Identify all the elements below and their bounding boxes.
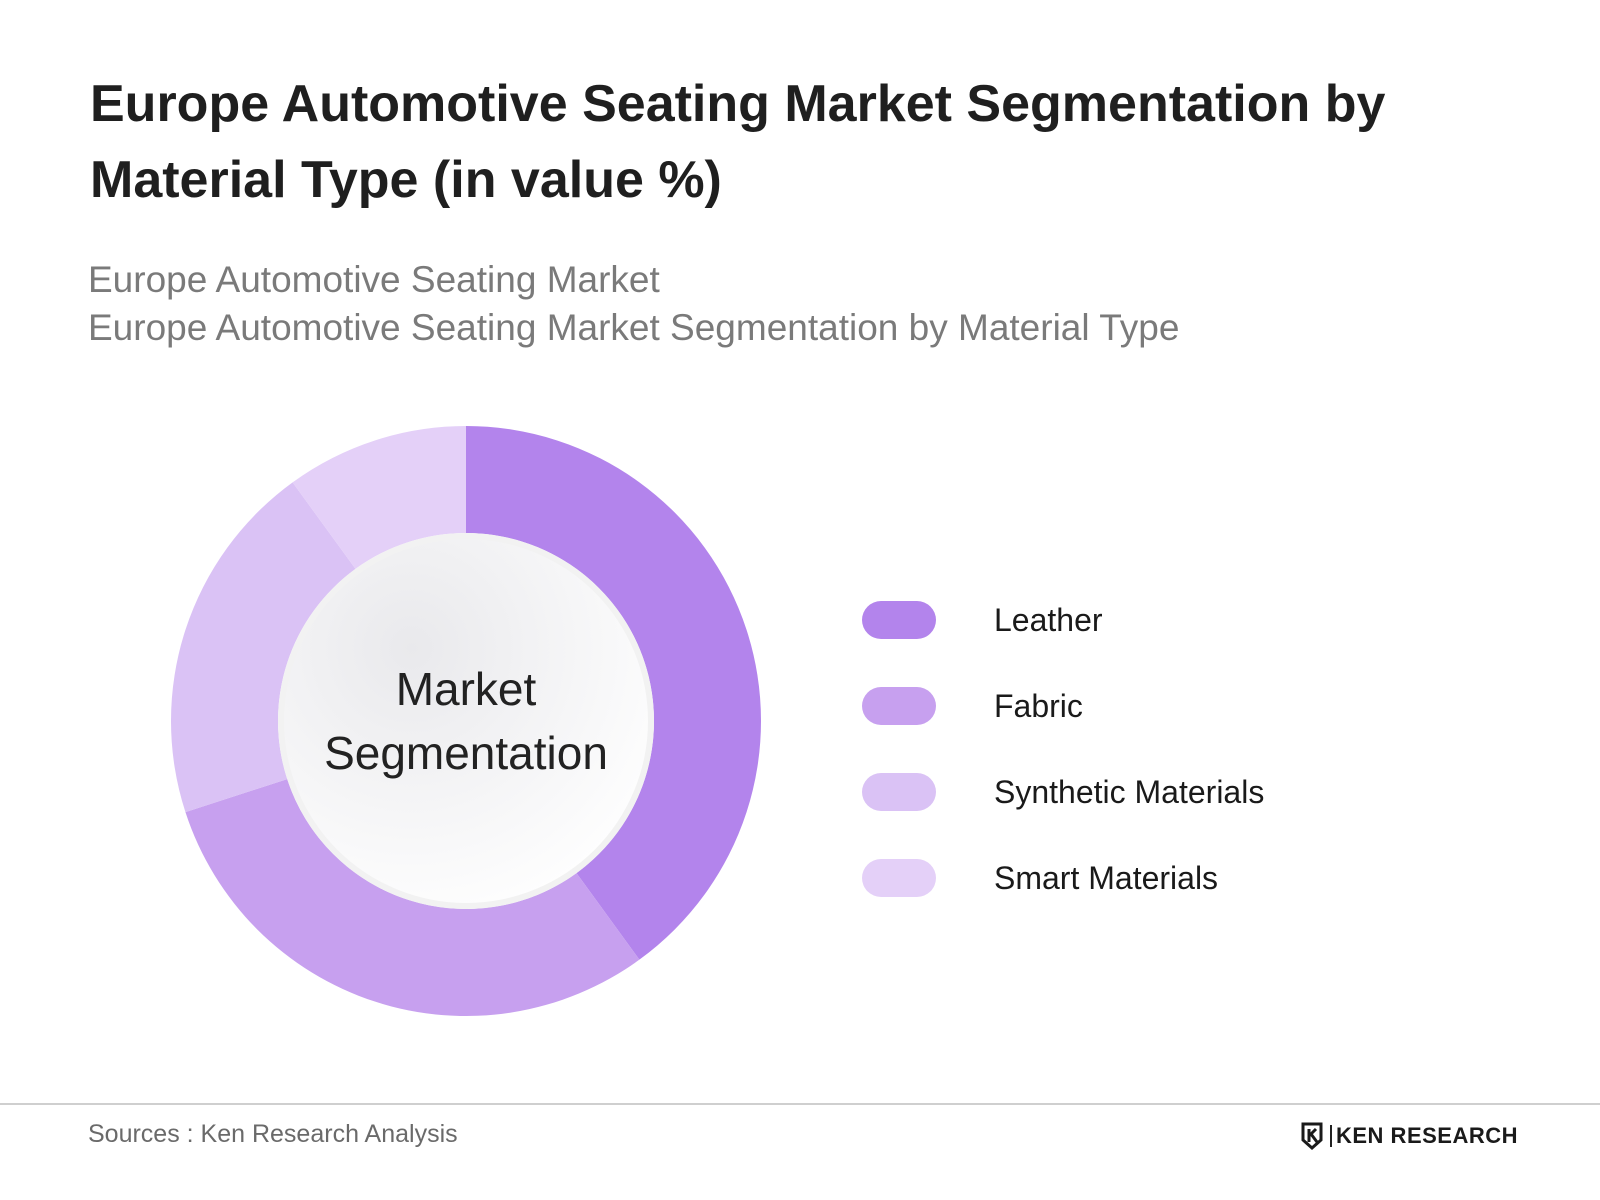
brand-logo: KEN RESEARCH xyxy=(1300,1122,1518,1150)
chart-title: Europe Automotive Seating Market Segment… xyxy=(90,75,1386,209)
center-label: Market Segmentation xyxy=(281,536,651,906)
legend-label: Fabric xyxy=(994,687,1083,724)
source-note: Sources : Ken Research Analysis xyxy=(88,1120,458,1148)
ken-research-logo-icon xyxy=(1301,1122,1323,1150)
legend-label: Smart Materials xyxy=(994,859,1219,896)
legend-label: Leather xyxy=(994,601,1103,638)
legend-item: Fabric xyxy=(862,686,1083,726)
footer-divider xyxy=(0,1103,1600,1105)
subtitle-line-2: Europe Automotive Seating Market Segment… xyxy=(88,307,1180,348)
center-label-line-2: Segmentation xyxy=(324,727,608,779)
legend-label: Synthetic Materials xyxy=(994,773,1265,810)
slice-fabric xyxy=(185,779,640,1017)
subtitle: Europe Automotive Seating Market Europe … xyxy=(88,256,1179,352)
brand-separator xyxy=(1330,1125,1332,1147)
subtitle-line-1: Europe Automotive Seating Market xyxy=(88,259,660,300)
slice-smart-materials xyxy=(292,426,466,569)
brand-name: KEN RESEARCH xyxy=(1336,1123,1519,1148)
legend-item: Smart Materials xyxy=(862,858,1218,898)
legend-item: Leather xyxy=(862,600,1103,640)
slice-leather xyxy=(466,426,762,960)
donut-slices xyxy=(171,426,762,1017)
slice-synthetic-materials xyxy=(171,482,356,813)
legend-swatch xyxy=(862,859,936,897)
legend-swatch xyxy=(862,773,936,811)
legend-item: Synthetic Materials xyxy=(862,772,1264,812)
legend-swatch xyxy=(862,601,936,639)
legend-swatch xyxy=(862,687,936,725)
donut-hole xyxy=(284,539,648,903)
center-label-line-1: Market xyxy=(395,663,537,715)
